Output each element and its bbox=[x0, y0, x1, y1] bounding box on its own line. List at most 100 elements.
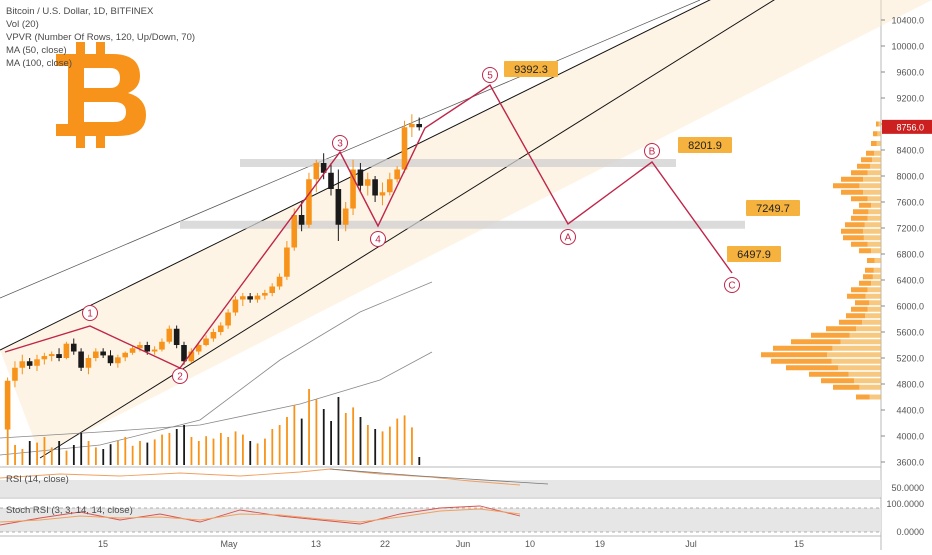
vpvr-bar bbox=[865, 267, 874, 273]
vpvr-bar bbox=[873, 267, 881, 273]
vpvr-bar bbox=[827, 352, 881, 358]
price-tick-label: 6400.0 bbox=[896, 276, 924, 286]
time-tick-label: 13 bbox=[311, 539, 321, 549]
vpvr-bar bbox=[851, 196, 868, 202]
vpvr-bar bbox=[838, 365, 881, 371]
rsi-pane-label[interactable]: RSI (14, close) bbox=[6, 474, 69, 485]
stoch-pane-label[interactable]: Stoch RSI (3, 3, 14, 14, close) bbox=[6, 505, 133, 516]
vpvr-bar bbox=[771, 358, 832, 364]
vpvr-bar bbox=[871, 248, 881, 254]
candle-body bbox=[379, 192, 386, 196]
price-tick-label: 6000.0 bbox=[896, 302, 924, 312]
candle-body bbox=[78, 351, 84, 368]
vpvr-bar bbox=[869, 300, 881, 306]
price-callout-1: 8201.9 bbox=[688, 140, 722, 152]
price-callout-2: 7249.7 bbox=[756, 203, 790, 215]
volume-bar bbox=[256, 443, 259, 465]
candle-body bbox=[298, 215, 305, 225]
indicator-ma100[interactable]: MA (100, close) bbox=[6, 58, 72, 69]
volume-bar bbox=[242, 434, 244, 465]
current-price-label: 8756.0 bbox=[896, 122, 924, 132]
vpvr-bar bbox=[849, 332, 881, 338]
indicator-vpvr[interactable]: VPVR (Number Of Rows, 120, Up/Down, 70) bbox=[6, 32, 196, 43]
candle-body bbox=[41, 356, 48, 360]
volume-bar bbox=[322, 409, 325, 465]
stoch-tick-label: 0.0000 bbox=[896, 527, 924, 537]
candle-body bbox=[240, 296, 246, 300]
candle-body bbox=[151, 349, 158, 352]
vpvr-bar bbox=[833, 183, 860, 189]
candle-body bbox=[276, 276, 283, 287]
candle-body bbox=[85, 358, 92, 368]
elliott-wave-path bbox=[4, 84, 733, 369]
price-callout-box bbox=[746, 200, 800, 216]
wave-label-circle bbox=[82, 305, 98, 321]
indicator-ma50[interactable]: MA (50, close) bbox=[6, 45, 67, 56]
vpvr-bar bbox=[840, 339, 881, 345]
volume-bar bbox=[72, 445, 75, 465]
volume-bar bbox=[227, 437, 230, 465]
volume-bar bbox=[50, 447, 53, 465]
vpvr-bar bbox=[867, 241, 881, 247]
candle-body bbox=[115, 357, 121, 364]
wave-label-C: C bbox=[728, 281, 735, 292]
candle-body bbox=[56, 354, 62, 358]
candle-body bbox=[166, 328, 173, 342]
volume-bar bbox=[219, 433, 222, 465]
wave-label-1: 1 bbox=[87, 309, 93, 320]
candle-body bbox=[232, 299, 239, 313]
candle-body bbox=[137, 345, 143, 349]
candle-body bbox=[63, 343, 70, 358]
channel-mid-line bbox=[0, 0, 701, 299]
volume-bar bbox=[212, 438, 215, 465]
wave-label-2: 2 bbox=[177, 372, 183, 383]
candle-body bbox=[335, 189, 342, 225]
candle-body bbox=[26, 361, 33, 366]
price-tick-label: 4800.0 bbox=[896, 380, 924, 390]
vpvr-bar bbox=[867, 215, 881, 221]
vpvr-bar bbox=[871, 141, 877, 146]
price-callout-0: 9392.3 bbox=[514, 64, 548, 76]
volume-bar bbox=[168, 433, 171, 465]
volume-bar bbox=[286, 417, 288, 465]
candle-body bbox=[372, 179, 378, 196]
candle-body bbox=[416, 124, 422, 128]
candle-body bbox=[357, 169, 364, 186]
volume-bar bbox=[389, 426, 391, 465]
volume-bar bbox=[109, 444, 112, 465]
volume-bar bbox=[197, 441, 200, 465]
candle-body bbox=[173, 328, 180, 345]
volume-bar bbox=[102, 449, 105, 465]
volume-bar bbox=[278, 425, 281, 465]
vpvr-bar bbox=[868, 209, 881, 215]
wave-label-B: B bbox=[649, 147, 656, 158]
candle-body bbox=[100, 351, 106, 356]
vpvr-bar bbox=[874, 258, 881, 263]
volume-bar bbox=[344, 413, 347, 465]
candle-body bbox=[93, 351, 99, 358]
vpvr-bar bbox=[846, 313, 866, 319]
price-tick-label: 5600.0 bbox=[896, 328, 924, 338]
candle-body bbox=[342, 208, 349, 225]
vpvr-bar bbox=[859, 280, 872, 286]
stoch-k-line bbox=[0, 505, 521, 526]
vpvr-bar bbox=[862, 319, 881, 325]
vpvr-bar bbox=[831, 358, 881, 364]
volume-bar bbox=[139, 441, 141, 465]
vpvr-bar bbox=[843, 235, 864, 241]
candle-body bbox=[320, 163, 327, 173]
indicator-volume[interactable]: Vol (20) bbox=[6, 19, 39, 30]
time-tick-label: 15 bbox=[794, 539, 804, 549]
volume-bar bbox=[330, 421, 332, 465]
volume-bar bbox=[131, 445, 134, 465]
vpvr-bar bbox=[847, 293, 866, 299]
wave-label-4: 4 bbox=[375, 235, 381, 246]
candle-body bbox=[401, 127, 408, 170]
volume-bar bbox=[175, 429, 178, 465]
vpvr-bar bbox=[872, 274, 881, 280]
vpvr-bar bbox=[867, 258, 875, 263]
volume-bar bbox=[359, 417, 362, 465]
volume-bar bbox=[65, 450, 68, 465]
candle-body bbox=[70, 343, 77, 352]
vpvr-bar bbox=[809, 371, 849, 377]
